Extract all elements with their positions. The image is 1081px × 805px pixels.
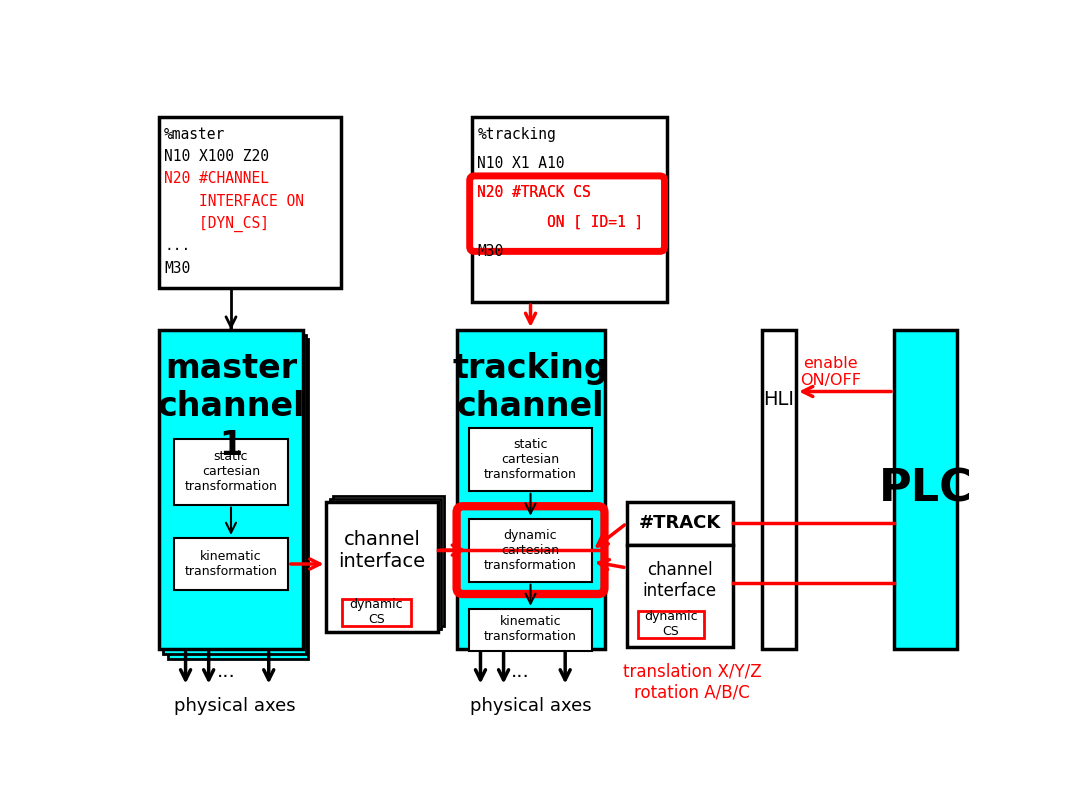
Bar — [627, 502, 733, 545]
Text: M30: M30 — [164, 261, 190, 275]
Text: %master: %master — [164, 126, 225, 142]
Text: N20 #TRACK CS: N20 #TRACK CS — [478, 185, 591, 200]
Text: N10 X1 A10: N10 X1 A10 — [478, 156, 565, 171]
Text: ...: ... — [164, 238, 190, 254]
Text: physical axes: physical axes — [174, 696, 296, 715]
Text: N20 #TRACK CS: N20 #TRACK CS — [478, 185, 591, 200]
Bar — [456, 330, 605, 650]
Text: physical axes: physical axes — [470, 696, 591, 715]
Text: dynamic
CS: dynamic CS — [644, 610, 697, 638]
FancyBboxPatch shape — [470, 176, 665, 251]
Text: ON [ ID=1 ]: ON [ ID=1 ] — [478, 214, 643, 229]
Text: master
channel
1: master channel 1 — [157, 353, 305, 461]
Bar — [163, 335, 306, 654]
Text: translation X/Y/Z
rotation A/B/C: translation X/Y/Z rotation A/B/C — [623, 663, 761, 701]
Bar — [168, 339, 308, 658]
Text: #TRACK: #TRACK — [639, 514, 721, 532]
Bar — [159, 118, 342, 288]
Text: PLC: PLC — [879, 468, 973, 511]
Text: N10 X100 Z20: N10 X100 Z20 — [164, 149, 269, 164]
Bar — [342, 599, 411, 625]
Bar — [330, 499, 441, 629]
Bar — [333, 496, 444, 625]
Bar — [174, 440, 288, 505]
Bar — [326, 502, 438, 632]
Bar — [469, 518, 592, 582]
Text: ...: ... — [511, 662, 530, 680]
Text: kinematic
transformation: kinematic transformation — [484, 616, 577, 643]
Text: N20 #CHANNEL: N20 #CHANNEL — [164, 171, 269, 186]
Text: INTERFACE ON: INTERFACE ON — [164, 194, 304, 208]
Bar — [159, 330, 304, 650]
Text: channel
interface: channel interface — [338, 530, 426, 571]
Bar — [469, 427, 592, 491]
Text: [DYN_CS]: [DYN_CS] — [164, 216, 269, 232]
Text: channel
interface: channel interface — [643, 561, 717, 600]
Text: M30: M30 — [478, 244, 504, 258]
Bar — [627, 545, 733, 647]
Bar — [894, 330, 957, 650]
Text: kinematic
transformation: kinematic transformation — [185, 550, 278, 578]
Text: ...: ... — [217, 662, 236, 680]
Text: enable
ON/OFF: enable ON/OFF — [800, 356, 862, 389]
Bar — [472, 118, 667, 302]
Bar — [761, 330, 797, 650]
Text: dynamic
cartesian
transformation: dynamic cartesian transformation — [484, 529, 577, 572]
Text: static
cartesian
transformation: static cartesian transformation — [484, 438, 577, 481]
Bar — [174, 538, 288, 590]
Text: ON [ ID=1 ]: ON [ ID=1 ] — [478, 214, 643, 229]
Text: static
cartesian
transformation: static cartesian transformation — [185, 450, 278, 493]
Text: %tracking: %tracking — [478, 126, 556, 142]
Text: HLI: HLI — [763, 390, 793, 409]
Bar — [638, 611, 704, 638]
Bar — [469, 609, 592, 651]
Text: tracking
channel: tracking channel — [453, 352, 609, 423]
Text: dynamic
CS: dynamic CS — [350, 598, 403, 625]
